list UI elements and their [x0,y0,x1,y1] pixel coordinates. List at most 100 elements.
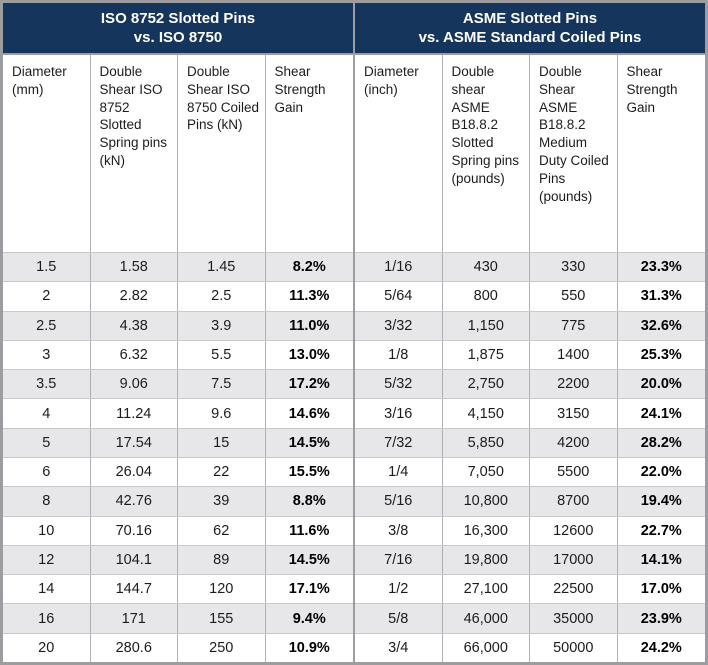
value-cell: 171 [91,604,178,633]
value-cell: 9.6 [178,399,266,428]
asme-table-body: 1/16 430 330 23.3% 5/64 800 550 31.3% 3/32 1,150 7… [355,252,705,662]
value-cell: 3/4 [355,633,443,662]
gain-cell: 17.2% [288,376,330,393]
column-header: Shear Strength Gain [626,64,678,115]
value-cell: 6 [3,457,91,487]
gain-cell: 20.0% [640,376,682,393]
column-header: Shear Strength Gain [274,64,326,115]
gain-cell: 23.3% [640,259,682,276]
table-row: 16 171 155 9.4% [3,603,353,633]
value-cell: 1,875 [443,340,530,370]
gain-cell: 22.7% [640,522,682,539]
column-header: Double Shear ISO 8752 Slotted Spring pin… [91,55,178,252]
value-cell: 5.5 [178,340,266,370]
value-cell: 15 [178,428,266,457]
value-cell: 1.45 [178,253,266,282]
gain-cell: 14.6% [288,405,330,422]
value-cell: 27,100 [443,575,530,604]
gain-cell: 31.3% [640,288,682,305]
value-cell: 330 [530,253,618,282]
table-row: 3 6.32 5.5 13.0% [3,339,353,370]
value-cell: 430 [443,253,530,282]
table-row: 3/32 1,150 775 32.6% [355,310,705,340]
value-cell: 1.5 [3,253,91,282]
table-row: 4 11.24 9.6 14.6% [3,398,353,428]
value-cell: 10 [3,516,91,545]
value-cell: 8700 [530,487,618,516]
iso-table-header-row: Diameter (mm) Double Shear ISO 8752 Slott… [3,55,353,252]
value-cell: 4 [3,399,91,428]
gain-cell: 10.9% [288,639,330,656]
table-row: 1.5 1.58 1.45 8.2% [3,252,353,282]
gain-cell: 11.6% [289,522,330,539]
value-cell: 17000 [530,545,618,575]
value-cell: 42.76 [91,487,178,516]
value-cell: 5,850 [443,428,530,457]
gain-cell: 28.2% [640,434,682,451]
value-cell: 2200 [530,370,618,399]
table-row: 1/2 27,100 22500 17.0% [355,574,705,604]
asme-table-header-row: Diameter (inch) Double shear ASME B18.8.2… [355,55,705,252]
value-cell: 7.5 [178,370,266,399]
asme-table-title-line2: vs. ASME Standard Coiled Pins [418,29,642,46]
value-cell: 3.9 [178,311,266,340]
value-cell: 775 [530,311,618,340]
value-cell: 1/8 [355,340,443,370]
table-row: 3/16 4,150 3150 24.1% [355,398,705,428]
table-row: 14 144.7 120 17.1% [3,574,353,604]
value-cell: 14 [3,575,91,604]
value-cell: 2.5 [178,282,266,311]
column-header: Double Shear ISO 8750 Coiled Pins (kN) [178,55,266,252]
value-cell: 4200 [530,428,618,457]
gain-cell: 25.3% [640,346,682,363]
table-row: 5/32 2,750 2200 20.0% [355,369,705,399]
gain-cell: 14.5% [288,434,330,451]
value-cell: 104.1 [91,545,178,575]
value-cell: 5/32 [355,370,443,399]
value-cell: 5 [3,428,91,457]
value-cell: 19,800 [443,545,530,575]
value-cell: 62 [178,516,266,545]
iso-table-title-line1: ISO 8752 Slotted Pins [100,9,256,27]
asme-table-title-line1: ASME Slotted Pins [462,9,598,27]
gain-cell: 17.0% [640,581,682,598]
value-cell: 280.6 [91,633,178,662]
value-cell: 3 [3,340,91,370]
gain-cell: 8.2% [292,259,326,276]
value-cell: 16 [3,604,91,633]
value-cell: 2,750 [443,370,530,399]
asme-table-title: ASME Slotted Pins vs. ASME Standard Coil… [355,3,705,55]
gain-cell: 9.4% [292,610,326,627]
value-cell: 1/4 [355,457,443,487]
gain-cell: 19.4% [640,493,682,510]
value-cell: 4.38 [91,311,178,340]
gain-cell: 14.1% [640,551,682,568]
value-cell: 66,000 [443,633,530,662]
table-row: 1/8 1,875 1400 25.3% [355,339,705,370]
value-cell: 16,300 [443,516,530,545]
table-row: 6 26.04 22 15.5% [3,456,353,487]
gain-cell: 32.6% [640,317,682,334]
value-cell: 5/8 [355,604,443,633]
value-cell: 10,800 [443,487,530,516]
iso-table-title-line2: vs. ISO 8750 [133,29,223,46]
table-row: 12 104.1 89 14.5% [3,544,353,575]
table-row: 5/64 800 550 31.3% [355,281,705,311]
column-header: Diameter (mm) [3,55,91,252]
gain-cell: 14.5% [288,551,330,568]
value-cell: 7/32 [355,428,443,457]
table-row: 1/16 430 330 23.3% [355,252,705,282]
value-cell: 22500 [530,575,618,604]
value-cell: 1/16 [355,253,443,282]
iso-table-title: ISO 8752 Slotted Pins vs. ISO 8750 [3,3,353,55]
iso-comparison-table: ISO 8752 Slotted Pins vs. ISO 8750 Diame… [3,3,353,662]
value-cell: 2.5 [3,311,91,340]
value-cell: 12 [3,545,91,575]
gain-cell: 8.8% [292,493,326,510]
table-row: 3/8 16,300 12600 22.7% [355,515,705,545]
table-row: 3/4 66,000 50000 24.2% [355,632,705,662]
value-cell: 17.54 [91,428,178,457]
value-cell: 9.06 [91,370,178,399]
table-row: 3.5 9.06 7.5 17.2% [3,369,353,399]
